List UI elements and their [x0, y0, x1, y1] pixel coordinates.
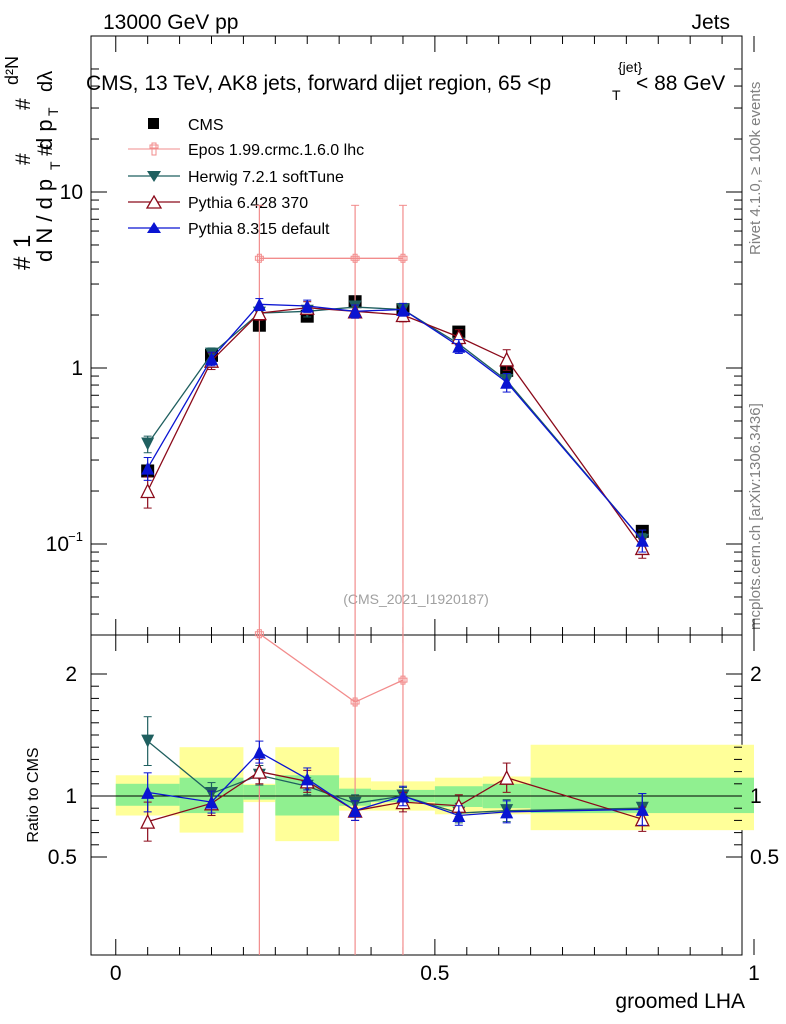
data-point-triangle-open — [499, 351, 515, 367]
main-y-axis-label-formula: # 1 d N / d p T # d p T # dλ d²N — [2, 56, 63, 270]
ratio-y-tick-label: 0.5 — [48, 846, 77, 869]
data-point-triangle-up — [500, 805, 514, 819]
data-point-triangle-up — [141, 785, 155, 799]
y-label-part: T — [45, 107, 61, 116]
data-point-cross — [254, 253, 264, 263]
rivet-version-label: Rivet 4.1.0, ≥ 100k events — [747, 82, 764, 255]
main-y-tick-exponent: −1 — [68, 529, 83, 544]
legend-entry-herwig: Herwig 7.2.1 softTune — [188, 169, 344, 186]
data-point-triangle-up — [141, 461, 155, 475]
data-point-triangle-up — [252, 297, 266, 311]
legend-marker-pythia8 — [147, 222, 161, 233]
legend-entry-epos: Epos 1.99.crmc.1.6.0 lhc — [188, 142, 364, 159]
ratio-x-tick-label: 0.5 — [420, 962, 449, 985]
data-point-triangle-up — [205, 795, 218, 809]
data-point-triangle-up — [300, 772, 314, 786]
y-label-part: # — [12, 98, 35, 110]
legend-marker-epos — [149, 142, 159, 156]
mcplots-label: mcplots.cern.ch [arXiv:1306.3436] — [747, 403, 764, 630]
data-point-cross — [350, 697, 360, 707]
title-tail: < 88 GeV — [636, 72, 725, 95]
data-point-triangle-up — [396, 302, 410, 316]
data-point-triangle-open — [251, 305, 267, 321]
data-point-triangle-open — [251, 763, 267, 779]
data-point-triangle-up — [635, 533, 649, 547]
ratio-x-tick-label: 1 — [748, 962, 760, 985]
series-line-pythia8 — [147, 303, 643, 541]
data-point-triangle-up — [205, 352, 218, 366]
ratio-y-tick-label: 2 — [65, 663, 77, 686]
series-line-pythia6 — [147, 307, 643, 549]
ratio-y-tick-label-right: 2 — [750, 663, 762, 686]
series-line-epos — [258, 633, 404, 703]
legend: CMS Epos 1.99.crmc.1.6.0 lhc Herwig 7.2.… — [128, 117, 364, 238]
legend-marker-cms — [148, 118, 159, 129]
data-point-cross — [350, 253, 360, 263]
data-point-triangle-down — [141, 437, 155, 451]
ratio-y-tick-label-right: 1 — [750, 785, 762, 808]
header-analysis-label: Jets — [691, 11, 730, 34]
series-pythia6 — [140, 299, 650, 559]
title-sub: T — [612, 87, 621, 103]
series-herwig — [141, 300, 649, 549]
data-point-triangle-down — [141, 734, 155, 748]
header-energy-label: 13000 GeV pp — [103, 11, 238, 34]
y-label-part: 1 — [9, 235, 36, 248]
series-line-herwig — [147, 306, 643, 541]
legend-marker-herwig — [147, 171, 161, 182]
y-label-part: # — [9, 256, 36, 270]
data-point-triangle-open — [140, 813, 156, 829]
series-pythia8 — [141, 297, 649, 553]
ratio-y-tick-label-right: 0.5 — [750, 846, 779, 869]
data-point-cross — [254, 629, 264, 639]
analysis-watermark: (CMS_2021_I1920187) — [343, 591, 489, 607]
title-sup: {jet} — [618, 59, 642, 75]
series-pythia8 — [141, 740, 649, 826]
ratio-data-layer — [140, 629, 650, 955]
data-point-triangle-open — [140, 483, 156, 499]
data-point-triangle-up — [500, 375, 514, 389]
chart-title: CMS, 13 TeV, AK8 jets, forward dijet reg… — [86, 59, 725, 103]
data-point-triangle-up — [252, 745, 266, 759]
y-label-part: dλ — [35, 71, 57, 92]
legend-entry-pythia6: Pythia 6.428 370 — [188, 195, 308, 212]
y-label-part: d N / d p — [32, 179, 57, 262]
main-y-axis-label: # — [34, 144, 57, 156]
data-point-cross — [398, 253, 408, 263]
y-label-part: d p — [32, 119, 57, 150]
data-point-cross — [398, 675, 408, 685]
ratio-y-axis-label: Ratio to CMS — [25, 747, 42, 842]
y-label-part: T — [47, 161, 63, 170]
ratio-x-tick-label: 0 — [110, 962, 122, 985]
ratio-axes: 0.5 0.5 1 1 2 2 0 0.5 1 — [48, 635, 779, 985]
data-point-triangle-up — [396, 789, 410, 803]
series-epos — [254, 204, 408, 635]
y-label-part: # — [12, 153, 35, 165]
data-point-triangle-up — [452, 339, 466, 353]
series-cms — [141, 295, 649, 538]
data-point-triangle-up — [348, 804, 362, 818]
main-y-tick-label: 10 — [46, 533, 69, 556]
legend-marker-pythia6 — [145, 194, 163, 209]
main-y-tick-label: 1 — [71, 357, 83, 380]
data-point-triangle-up — [300, 299, 314, 313]
y-label-part: d²N — [2, 56, 22, 85]
legend-entry-cms: CMS — [188, 117, 224, 134]
title-main: CMS, 13 TeV, AK8 jets, forward dijet reg… — [86, 72, 551, 95]
main-y-tick-label: 10 — [60, 181, 83, 204]
svg-text:#: # — [34, 144, 57, 156]
main-data-layer — [140, 204, 650, 635]
ratio-y-tick-label: 1 — [65, 785, 77, 808]
data-point-triangle-up — [635, 802, 649, 816]
data-point-triangle-up — [348, 304, 362, 318]
data-point-triangle-up — [452, 809, 466, 823]
data-point-triangle-open — [499, 769, 515, 785]
x-axis-label: groomed LHA — [615, 990, 745, 1013]
